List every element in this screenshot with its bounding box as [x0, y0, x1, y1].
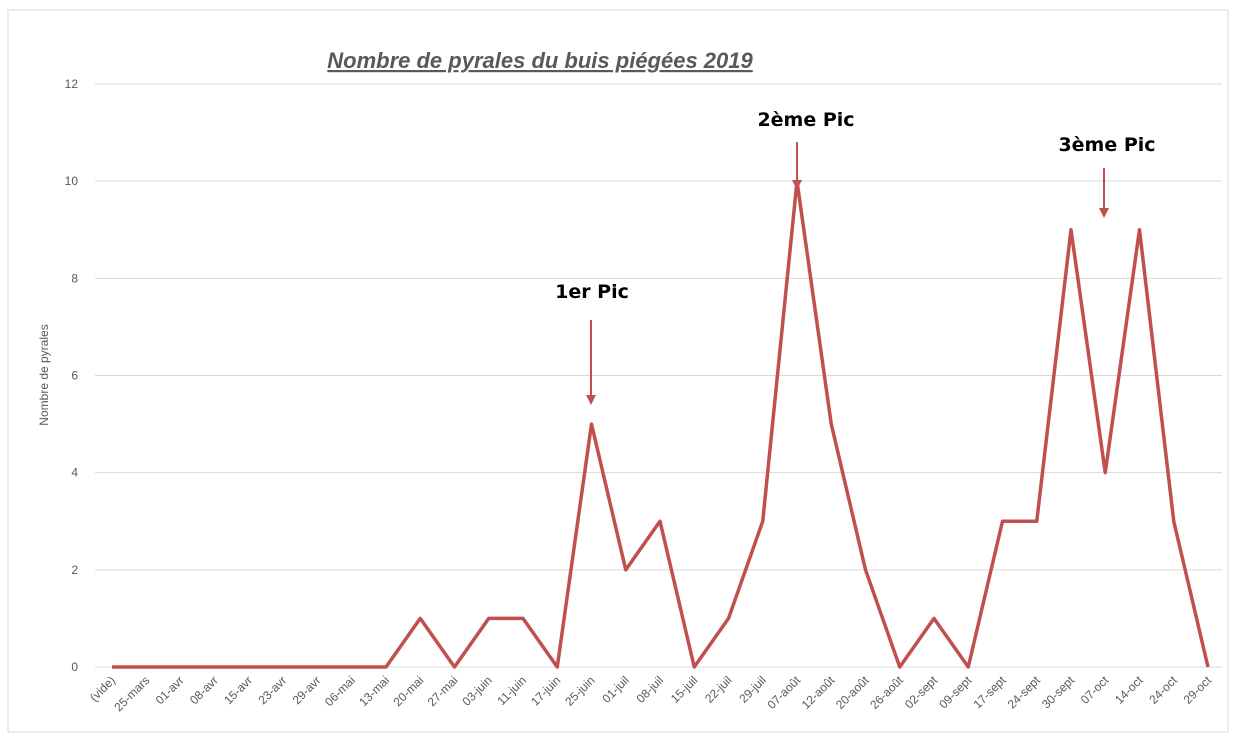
- chart-title: Nombre de pyrales du buis piégées 2019: [327, 48, 753, 73]
- arrow-head: [586, 395, 596, 405]
- y-axis-label: Nombre de pyrales: [37, 324, 51, 425]
- y-tick-label: 0: [71, 660, 78, 674]
- arrow-head: [792, 180, 802, 190]
- data-line: [112, 179, 1210, 669]
- y-tick-label: 12: [65, 77, 79, 91]
- y-tick-label: 4: [71, 466, 78, 480]
- y-tick-label: 10: [65, 174, 79, 188]
- y-tick-label: 8: [71, 271, 78, 285]
- arrow-head: [1099, 208, 1109, 218]
- chart-border: [7, 9, 1229, 733]
- y-tick-label: 6: [71, 369, 78, 383]
- y-tick-label: 2: [71, 563, 78, 577]
- annotation: 1er Pic: [555, 281, 629, 303]
- annotation: 3ème Pic: [1058, 134, 1155, 156]
- annotation: 2ème Pic: [757, 109, 854, 131]
